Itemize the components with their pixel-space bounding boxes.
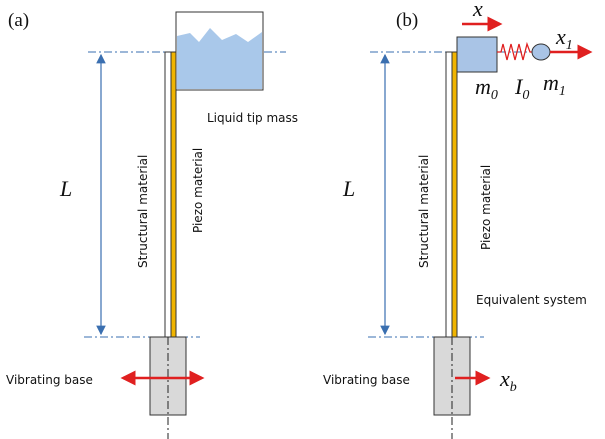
subscript: 0 xyxy=(522,88,529,103)
structural-label: Structural material xyxy=(136,155,150,268)
system-label: Equivalent system xyxy=(476,293,587,307)
symbol: x xyxy=(555,24,566,49)
panel-label: (a) xyxy=(8,10,29,31)
symbol: x xyxy=(499,366,510,391)
structural-label: Structural material xyxy=(417,155,431,268)
structural-layer xyxy=(165,52,171,337)
x-label: x xyxy=(472,0,483,21)
panel-b: (b) L x x1 m0 I0 m1 Equivalent system St… xyxy=(323,0,590,439)
piezo-layer xyxy=(171,52,176,337)
panel-label: (b) xyxy=(396,10,418,31)
base-label: Vibrating base xyxy=(323,373,410,387)
panel-a: (a) L Liquid tip mass Structural materia… xyxy=(6,10,298,439)
xb-label: xb xyxy=(499,366,517,395)
x1-label: x1 xyxy=(555,24,573,53)
piezo-layer xyxy=(452,52,457,337)
piezo-label: Piezo material xyxy=(479,165,493,250)
tip-label: Liquid tip mass xyxy=(207,111,298,125)
piezo-label: Piezo material xyxy=(191,148,205,233)
symbol: m xyxy=(475,74,491,99)
structural-layer xyxy=(446,52,452,337)
length-label: L xyxy=(342,176,355,201)
m0-label: m0 xyxy=(475,74,498,103)
mass-ball xyxy=(532,44,550,60)
base-label: Vibrating base xyxy=(6,373,93,387)
subscript: 1 xyxy=(566,38,573,53)
mass-block xyxy=(457,37,497,72)
subscript: 1 xyxy=(559,84,566,99)
symbol: m xyxy=(543,70,559,95)
subscript: b xyxy=(510,380,517,395)
length-label: L xyxy=(59,176,72,201)
diagram: (a) L Liquid tip mass Structural materia… xyxy=(0,0,605,439)
m1-label: m1 xyxy=(543,70,566,99)
subscript: 0 xyxy=(491,88,498,103)
i0-label: I0 xyxy=(514,74,529,103)
